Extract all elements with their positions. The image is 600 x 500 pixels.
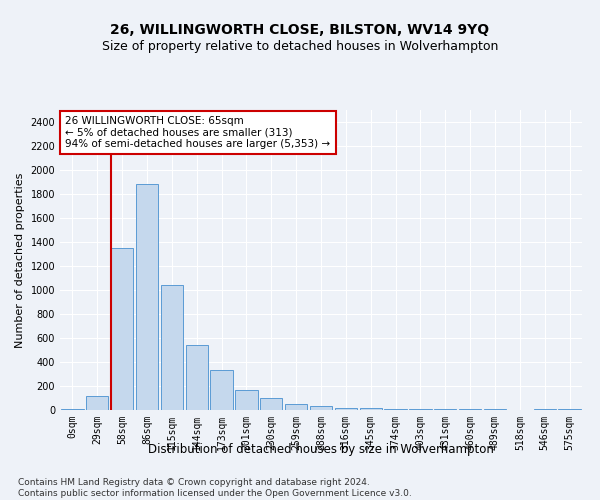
Bar — [385, 408, 407, 410]
Bar — [161, 285, 183, 410]
Y-axis label: Number of detached properties: Number of detached properties — [15, 172, 25, 348]
Bar — [136, 184, 158, 410]
Text: 26, WILLINGWORTH CLOSE, BILSTON, WV14 9YQ: 26, WILLINGWORTH CLOSE, BILSTON, WV14 9Y… — [110, 22, 490, 36]
Bar — [459, 409, 481, 410]
Bar — [335, 408, 357, 410]
Bar — [235, 390, 257, 410]
Bar — [61, 409, 83, 410]
Text: Contains HM Land Registry data © Crown copyright and database right 2024.
Contai: Contains HM Land Registry data © Crown c… — [18, 478, 412, 498]
Text: 26 WILLINGWORTH CLOSE: 65sqm
← 5% of detached houses are smaller (313)
94% of se: 26 WILLINGWORTH CLOSE: 65sqm ← 5% of det… — [65, 116, 331, 149]
Bar — [285, 404, 307, 410]
Bar — [111, 248, 133, 410]
Text: Size of property relative to detached houses in Wolverhampton: Size of property relative to detached ho… — [102, 40, 498, 53]
Bar — [260, 398, 283, 410]
Bar — [434, 409, 457, 410]
Bar — [359, 408, 382, 410]
Bar — [86, 396, 109, 410]
Bar — [409, 409, 431, 410]
Bar — [310, 406, 332, 410]
Text: Distribution of detached houses by size in Wolverhampton: Distribution of detached houses by size … — [148, 442, 494, 456]
Bar — [185, 345, 208, 410]
Bar — [211, 370, 233, 410]
